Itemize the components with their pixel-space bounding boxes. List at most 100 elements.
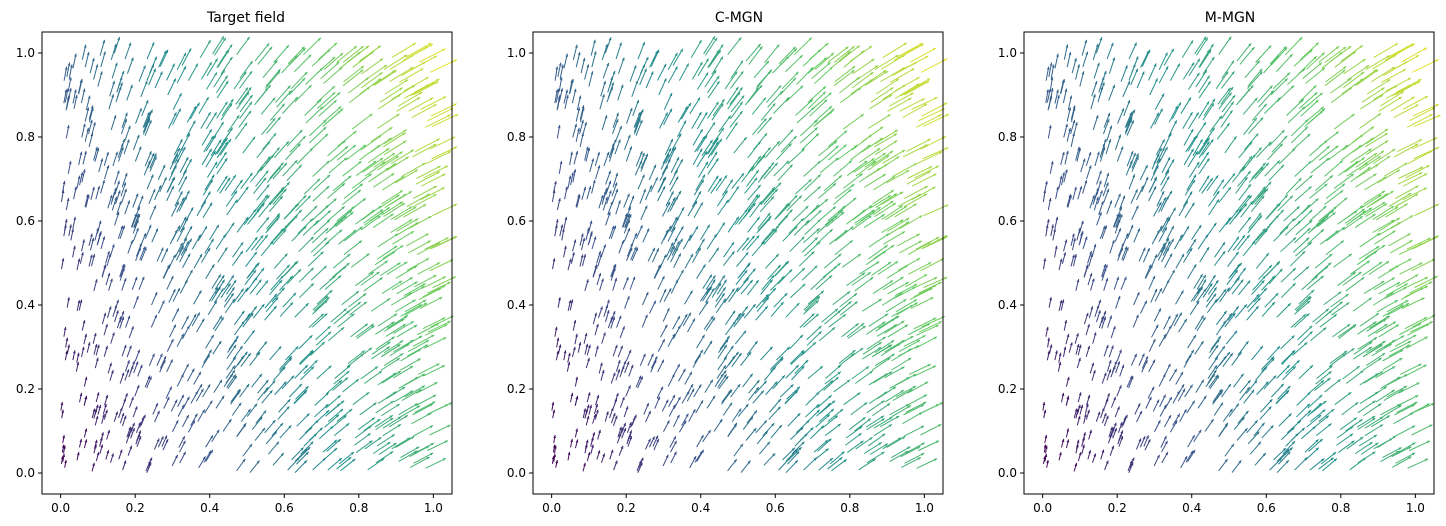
vector-arrow	[368, 260, 389, 275]
vector-arrow	[391, 276, 414, 291]
vector-arrowhead	[831, 327, 836, 331]
vector-arrowhead	[303, 195, 307, 199]
vector-arrowhead	[100, 437, 103, 441]
vector-arrow	[918, 281, 942, 294]
vector-arrowhead	[1196, 161, 1200, 166]
vector-arrowhead	[757, 43, 761, 47]
vector-arrowhead	[627, 134, 631, 139]
vector-arrowhead	[139, 243, 142, 247]
vector-arrow	[774, 260, 790, 277]
vector-arrowhead	[189, 238, 192, 242]
vector-arrow	[226, 199, 238, 216]
vector-arrowhead	[409, 277, 413, 281]
vector-arrowhead	[439, 297, 443, 300]
vector-arrow	[375, 321, 395, 335]
vector-arrow	[1237, 170, 1252, 187]
vector-arrowhead	[437, 165, 441, 169]
vector-arrowhead	[87, 342, 91, 346]
vector-arrowhead	[130, 57, 134, 61]
vector-arrow	[763, 188, 779, 205]
vector-arrowhead	[406, 437, 411, 441]
vector-arrowhead	[135, 361, 139, 365]
vector-arrow	[775, 203, 791, 220]
vector-arrowhead	[846, 379, 851, 383]
vector-arrowhead	[1306, 300, 1311, 304]
vector-arrowhead	[1145, 176, 1149, 181]
vector-arrowhead	[150, 174, 154, 178]
x-tick-label: 0.4	[200, 501, 219, 515]
vector-arrowhead	[124, 188, 127, 193]
vector-arrowhead	[768, 215, 772, 219]
vector-arrowhead	[125, 393, 128, 397]
vector-arrowhead	[239, 179, 243, 184]
vector-arrow	[432, 235, 457, 249]
vector-arrowhead	[893, 324, 897, 328]
vector-arrow	[406, 233, 429, 247]
vector-arrow	[269, 162, 284, 179]
vector-arrowhead	[1247, 216, 1251, 221]
vector-arrowhead	[147, 160, 151, 164]
vector-arrow	[181, 48, 192, 66]
vector-arrowhead	[599, 362, 603, 366]
vector-arrow	[394, 299, 416, 313]
vector-arrowhead	[158, 185, 162, 189]
vector-arrowhead	[817, 186, 821, 190]
vector-arrowhead	[601, 278, 604, 282]
vector-arrow	[807, 85, 827, 103]
vector-arrowhead	[567, 361, 571, 366]
vector-arrowhead	[1236, 236, 1239, 240]
vector-arrow	[721, 179, 734, 196]
vector-arrowhead	[368, 347, 373, 351]
vector-arrow	[425, 150, 452, 165]
vector-arrow	[214, 138, 227, 155]
vector-arrowhead	[298, 164, 302, 168]
vector-arrow	[250, 235, 264, 251]
vector-arrow	[741, 235, 756, 251]
vector-arrowhead	[194, 413, 198, 417]
vector-arrow	[210, 139, 222, 157]
vector-arrowhead	[670, 242, 674, 246]
vector-arrowhead	[575, 376, 579, 380]
vector-arrowhead	[720, 373, 724, 377]
vector-arrowhead	[114, 62, 118, 67]
vector-arrow	[909, 287, 933, 301]
vector-arrowhead	[822, 86, 827, 90]
vector-arrowhead	[1103, 70, 1107, 75]
vector-arrow	[889, 403, 910, 416]
vector-arrowhead	[891, 245, 895, 248]
vector-arrow	[346, 144, 367, 161]
vector-arrow	[308, 427, 324, 441]
vector-arrowhead	[857, 392, 861, 396]
vector-arrowhead	[310, 267, 314, 271]
vector-arrowhead	[635, 80, 638, 84]
vector-arrowhead	[884, 245, 888, 249]
vector-arrow	[868, 113, 891, 129]
vector-arrowhead	[416, 405, 421, 409]
vector-arrowhead	[337, 92, 341, 96]
vector-arrowhead	[766, 441, 770, 445]
vector-arrow	[868, 391, 888, 404]
vector-arrowhead	[752, 203, 756, 207]
vector-arrowhead	[671, 147, 674, 152]
vector-arrow	[279, 275, 294, 291]
vector-arrow	[431, 113, 459, 127]
vector-arrowhead	[351, 313, 355, 317]
vector-arrowhead	[826, 414, 830, 418]
vector-arrow	[785, 364, 800, 379]
vector-arrow	[801, 265, 818, 281]
vector-arrowhead	[1244, 203, 1248, 207]
vector-arrowhead	[186, 325, 190, 330]
vector-arrowhead	[196, 102, 200, 106]
vector-arrowhead	[1049, 297, 1053, 301]
vector-arrowhead	[332, 92, 336, 96]
vector-arrow	[315, 325, 331, 341]
vector-arrow	[911, 96, 938, 110]
vector-arrowhead	[792, 77, 797, 81]
vector-arrow	[818, 408, 835, 422]
vector-arrow	[324, 414, 340, 428]
vector-arrow	[1294, 300, 1311, 315]
vector-arrowhead	[343, 157, 348, 161]
vector-arrowhead	[1134, 353, 1137, 358]
vector-arrowhead	[82, 320, 86, 324]
vector-arrowhead	[138, 146, 142, 150]
